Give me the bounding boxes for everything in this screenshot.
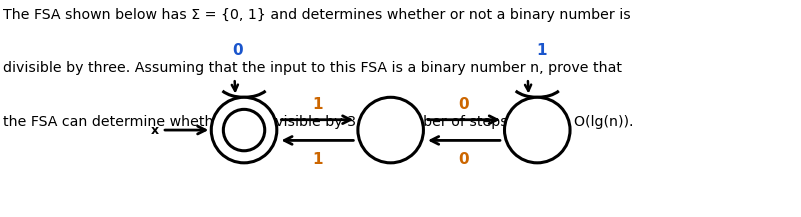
Text: 0: 0 [231, 43, 243, 58]
Text: x: x [151, 123, 159, 136]
Text: the FSA can determine whether n is divisible by 3 in a number of steps which is : the FSA can determine whether n is divis… [3, 115, 634, 128]
Text: 0: 0 [459, 97, 469, 112]
Text: The FSA shown below has Σ = {0, 1} and determines whether or not a binary number: The FSA shown below has Σ = {0, 1} and d… [3, 8, 630, 22]
Text: 1: 1 [537, 43, 547, 58]
Text: 0: 0 [459, 152, 469, 167]
Text: 1: 1 [312, 97, 323, 112]
Text: divisible by three. Assuming that the input to this FSA is a binary number n, pr: divisible by three. Assuming that the in… [3, 61, 622, 75]
Circle shape [211, 97, 277, 163]
Circle shape [223, 109, 265, 151]
Text: 1: 1 [312, 152, 323, 167]
Circle shape [358, 97, 424, 163]
Circle shape [505, 97, 570, 163]
